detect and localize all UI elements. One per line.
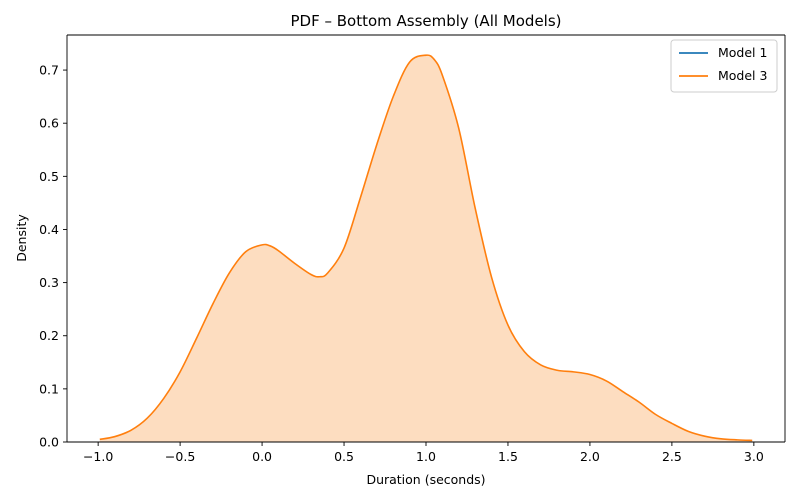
y-tick-label: 0.1 bbox=[39, 381, 59, 396]
y-tick-label: 0.7 bbox=[39, 63, 59, 78]
x-tick-label: 1.0 bbox=[416, 449, 436, 464]
y-tick-label: 0.5 bbox=[39, 169, 59, 184]
y-tick-label: 0.4 bbox=[39, 222, 59, 237]
y-tick-label: 0.0 bbox=[39, 435, 59, 450]
x-tick-label: 0.5 bbox=[334, 449, 354, 464]
axes-layer: −1.0 −0.5 0.0 0.5 1.0 1.5 2.0 2.5 3.0 0.0 0.1 0.2 0.… bbox=[39, 34, 786, 464]
legend-label-model-1: Model 1 bbox=[718, 45, 767, 60]
x-tick-label: 2.0 bbox=[580, 449, 600, 464]
x-tick-label: 2.5 bbox=[662, 449, 682, 464]
y-tick-label: 0.6 bbox=[39, 116, 59, 131]
x-tick-label: 1.5 bbox=[498, 449, 518, 464]
x-axis-label: Duration (seconds) bbox=[366, 472, 485, 487]
plot-layer bbox=[99, 54, 753, 442]
y-tick-label: 0.2 bbox=[39, 328, 59, 343]
x-tick-label: 3.0 bbox=[744, 449, 764, 464]
series-line-model-3 bbox=[99, 54, 753, 442]
x-tick-label: −1.0 bbox=[83, 449, 113, 464]
x-tick-label: −0.5 bbox=[165, 449, 195, 464]
series-area-model-3 bbox=[99, 55, 753, 442]
legend: Model 1 Model 3 bbox=[670, 39, 778, 93]
chart-title: PDF – Bottom Assembly (All Models) bbox=[290, 12, 561, 30]
legend-label-model-3: Model 3 bbox=[718, 68, 767, 83]
y-tick-label: 0.3 bbox=[39, 275, 59, 290]
y-axis-label: Density bbox=[14, 214, 29, 262]
x-tick-label: 0.0 bbox=[252, 449, 272, 464]
